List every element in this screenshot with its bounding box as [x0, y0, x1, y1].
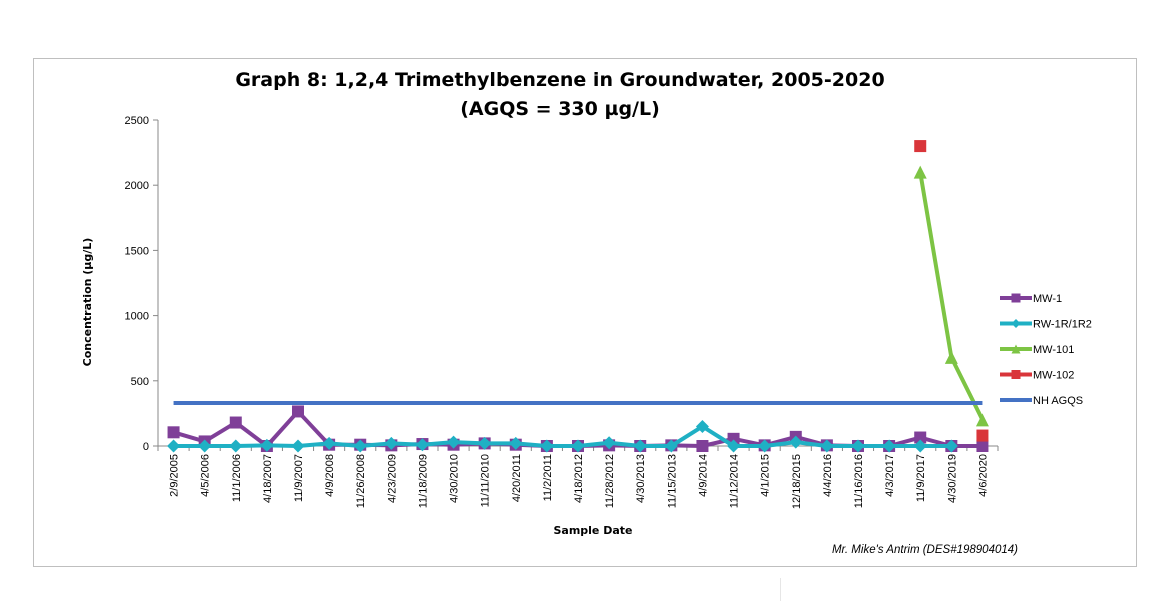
- data-point: [322, 436, 336, 450]
- data-point: [758, 439, 772, 453]
- x-axis-title: Sample Date: [553, 524, 632, 537]
- data-point: [944, 439, 958, 453]
- x-tick-label: 11/9/2007: [293, 454, 305, 502]
- data-point: [944, 350, 958, 364]
- legend-label: NH AGQS: [1033, 395, 1083, 407]
- chart-subtitle: (AGQS = 330 µg/L): [460, 98, 660, 120]
- credit-annotation: Mr. Mike's Antrim (DES#198904014): [832, 544, 1018, 556]
- data-point: [914, 140, 927, 153]
- legend-label: MW-102: [1033, 370, 1074, 382]
- x-tick-label: 4/3/2017: [884, 454, 896, 497]
- data-point: [198, 439, 212, 453]
- divider: [780, 578, 781, 601]
- data-point: [913, 165, 927, 179]
- data-point: [292, 405, 304, 418]
- data-point: [602, 436, 616, 450]
- data-point: [696, 440, 709, 452]
- data-point: [540, 439, 554, 453]
- data-point: [167, 426, 180, 439]
- legend-label: MW-1: [1033, 293, 1062, 305]
- x-tick-label: 11/2/2011: [542, 454, 554, 501]
- y-tick-label: 500: [131, 376, 149, 388]
- x-tick-label: 4/9/2014: [697, 454, 709, 497]
- y-tick-label: 0: [143, 441, 149, 453]
- data-point: [913, 439, 927, 453]
- x-tick-label: 11/16/2016: [853, 454, 865, 508]
- data-point: [975, 413, 989, 427]
- x-tick-label: 2/9/2005: [169, 454, 181, 497]
- data-point: [1011, 293, 1021, 303]
- x-tick-label: 11/1/2006: [231, 454, 243, 502]
- data-point: [384, 436, 398, 450]
- y-tick-label: 1500: [125, 245, 149, 257]
- legend: MW-1 RW-1R/1R2 MW-101 MW-102 NH AGQS: [1000, 293, 1092, 407]
- data-point: [882, 439, 896, 453]
- data-point: [851, 439, 865, 453]
- x-tick-label: 11/15/2013: [666, 454, 678, 508]
- data-point: [1011, 344, 1021, 354]
- data-point: [976, 440, 989, 452]
- data-point: [478, 436, 492, 450]
- x-tick-label: 4/20/2011: [511, 454, 523, 502]
- data-point: [789, 435, 803, 449]
- data-point: [571, 439, 585, 453]
- x-tick-label: 4/23/2009: [386, 454, 398, 503]
- series-line: [918, 171, 985, 421]
- y-tick-label: 2500: [125, 115, 149, 127]
- data-point: [914, 431, 927, 444]
- data-point: [291, 439, 305, 453]
- data-point: [664, 439, 678, 453]
- data-point: [229, 439, 243, 453]
- x-tick-label: 4/4/2016: [822, 454, 834, 497]
- data-point: [415, 438, 429, 452]
- chart-frame: [33, 58, 1137, 567]
- x-tick-label: 4/6/2020: [977, 454, 989, 497]
- data-point: [633, 439, 647, 453]
- x-tick-label: 4/30/2019: [946, 454, 958, 503]
- x-tick-label: 12/18/2015: [791, 454, 803, 509]
- x-tick-label: 11/12/2014: [729, 454, 741, 508]
- y-tick-label: 1000: [125, 311, 149, 323]
- y-axis-title: Concentration (µg/L): [81, 238, 94, 367]
- x-tick-label: 11/11/2010: [480, 454, 492, 507]
- x-tick-label: 4/18/2007: [262, 454, 274, 503]
- data-point: [353, 439, 367, 453]
- data-point: [1011, 370, 1021, 379]
- x-tick-label: 4/9/2008: [324, 454, 336, 497]
- series-line: [173, 424, 952, 448]
- chart-title: Graph 8: 1,2,4 Trimethylbenzene in Groun…: [235, 69, 884, 91]
- data-point: [447, 435, 461, 449]
- y-tick-label: 2000: [125, 180, 149, 192]
- x-tick-label: 11/28/2012: [604, 454, 616, 508]
- data-point: [1011, 319, 1021, 328]
- x-tick-label: 11/26/2008: [355, 454, 367, 508]
- legend-label: RW-1R/1R2: [1033, 319, 1092, 331]
- data-point: [976, 429, 989, 442]
- data-point: [229, 416, 242, 429]
- data-point: [167, 439, 181, 453]
- plot-area: 0 500 1000 1500 2000 2500 2/9/2005 4/5/2006 11/1…: [125, 115, 999, 509]
- data-point: [260, 438, 274, 452]
- data-point: [727, 439, 741, 453]
- x-tick-label: 11/9/2017: [915, 454, 927, 502]
- x-tick-label: 4/5/2006: [200, 454, 212, 497]
- data-point: [509, 436, 523, 450]
- x-tick-label: 4/1/2015: [760, 454, 772, 497]
- x-tick-label: 4/30/2010: [449, 454, 461, 503]
- data-point: [695, 419, 709, 433]
- x-tick-label: 11/18/2009: [417, 454, 429, 508]
- data-point: [820, 439, 834, 453]
- x-tick-label: 4/30/2013: [635, 454, 647, 503]
- x-tick-label: 4/18/2012: [573, 454, 585, 503]
- legend-label: MW-101: [1033, 344, 1074, 356]
